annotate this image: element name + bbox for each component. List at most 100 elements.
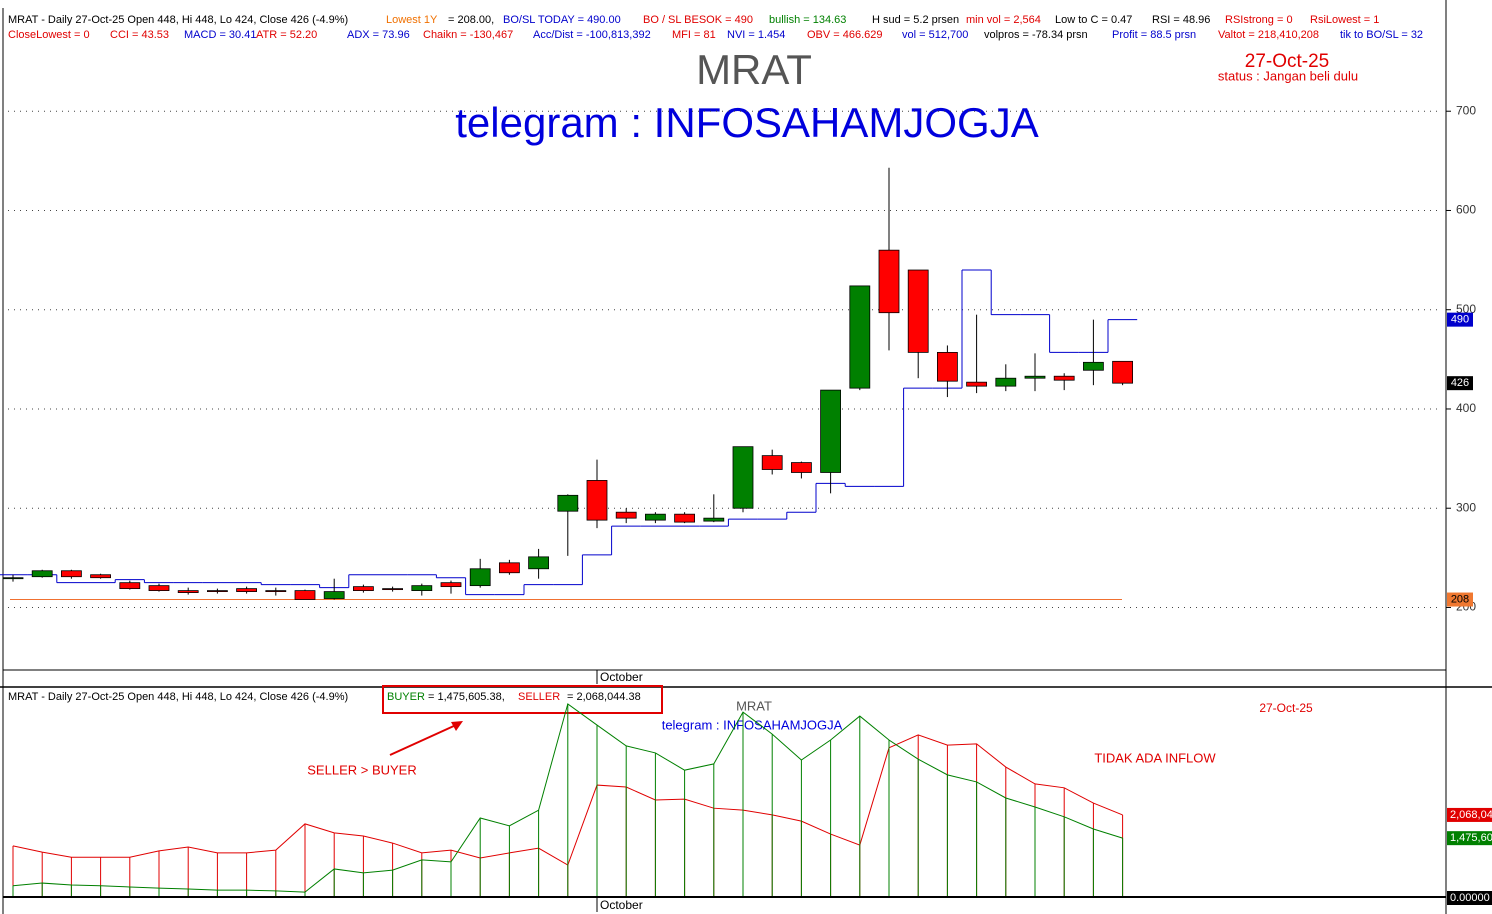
candle-body	[177, 590, 199, 593]
candle-body	[586, 480, 608, 521]
header-item: Acc/Dist = -100,813,392	[533, 29, 651, 41]
panel-header: MRAT - Daily 27-Oct-25 Open 448, Hi 448,…	[8, 691, 348, 703]
candle-body	[90, 574, 111, 579]
header-item: MFI = 81	[672, 29, 716, 41]
chart-date: 27-Oct-25	[1245, 51, 1329, 72]
candle-body	[1112, 360, 1133, 384]
header-item: H sud = 5.2 prsen	[872, 14, 959, 26]
header-item: bullish = 134.63	[769, 14, 846, 26]
candle-body	[1083, 361, 1104, 371]
candle-body	[61, 570, 82, 578]
arrow-head	[451, 721, 463, 731]
arrow-shaft	[389, 724, 457, 756]
candle-body	[411, 585, 433, 591]
value-label-box	[1447, 831, 1492, 846]
x-tick-label: October	[600, 898, 643, 912]
candle-body	[761, 455, 783, 470]
value-label: 1,475,605.38	[1450, 832, 1492, 844]
candle-body	[1024, 375, 1046, 379]
candle-body	[732, 446, 754, 509]
header-item: = 208.00,	[448, 14, 494, 26]
annotation: TIDAK ADA INFLOW	[1094, 750, 1216, 765]
candle-body	[615, 511, 637, 519]
chart-title: MRAT	[696, 46, 812, 93]
candle-body	[382, 588, 404, 591]
candle-body	[937, 351, 958, 382]
header-item: RsiLowest = 1	[1310, 14, 1379, 26]
y-tick-label: 0.00000	[1450, 892, 1490, 904]
header-item: ATR = 52.20	[256, 29, 317, 41]
candle-body	[469, 568, 491, 587]
buyer-text: = 1,475,605.38,	[428, 691, 505, 703]
y-tick-label: 600	[1456, 203, 1476, 217]
header-item: tik to BO/SL = 32	[1340, 29, 1423, 41]
header-item: RSI = 48.96	[1152, 14, 1210, 26]
candle-body	[323, 591, 345, 599]
panel-subtitle: telegram : INFOSAHAMJOGJA	[662, 717, 843, 732]
annotation: SELLER > BUYER	[307, 762, 416, 777]
highlight-box	[382, 685, 663, 714]
y-tick-label: 700	[1456, 103, 1476, 117]
candle-body	[119, 582, 141, 590]
header-item: min vol = 2,564	[966, 14, 1041, 26]
candle-body	[352, 586, 374, 591]
header-item: Lowest 1Y	[386, 14, 438, 26]
legend-seller: SELLER	[518, 691, 560, 703]
candle-body	[528, 556, 549, 570]
header-item: BO / SL BESOK = 490	[643, 14, 753, 26]
candle-body	[1053, 375, 1075, 381]
candle-body	[674, 513, 695, 523]
candle-body	[440, 582, 462, 588]
candle-body	[820, 389, 841, 473]
value-label-box	[1447, 807, 1492, 822]
header-item: RSIstrong = 0	[1225, 14, 1293, 26]
y-tick-label: 500	[1456, 302, 1476, 316]
y-tick-box	[1447, 891, 1492, 905]
header-item: CCI = 43.53	[110, 29, 169, 41]
candle-body	[236, 588, 258, 592]
panel-title: MRAT	[736, 698, 772, 713]
chart-subtitle: telegram : INFOSAHAMJOGJA	[455, 99, 1038, 146]
header-item: Chaikn = -130,467	[423, 29, 513, 41]
price-marker-label: 426	[1451, 377, 1469, 389]
candle-body	[907, 269, 929, 353]
price-marker	[1447, 312, 1473, 327]
series-line	[12, 703, 1123, 893]
header-item: Low to C = 0.47	[1055, 14, 1132, 26]
price-marker-label: 208	[1451, 593, 1469, 605]
header-item: MACD = 30.41	[184, 29, 256, 41]
candle-body	[31, 570, 53, 578]
candle-body	[206, 590, 228, 592]
candle-body	[645, 513, 666, 521]
value-label: 2,068,044.38	[1450, 809, 1492, 821]
candle-body	[148, 585, 170, 591]
candle-body	[995, 377, 1017, 387]
header-item: vol = 512,700	[902, 29, 968, 41]
candle-body	[703, 517, 725, 522]
header-item: Profit = 88.5 prsn	[1112, 29, 1196, 41]
price-marker-label: 490	[1451, 314, 1469, 326]
candle-body	[265, 590, 287, 592]
seller-text: = 2,068,044.38	[567, 691, 641, 703]
header-item: CloseLowest = 0	[8, 29, 90, 41]
y-tick-label: 300	[1456, 500, 1476, 514]
price-marker	[1447, 376, 1473, 391]
header-item: volpros = -78.34 prsn	[984, 29, 1088, 41]
header-item: NVI = 1.454	[727, 29, 785, 41]
header-item: MRAT - Daily 27-Oct-25 Open 448, Hi 448,…	[8, 14, 348, 26]
x-tick-label: October	[600, 670, 643, 684]
panel-date: 27-Oct-25	[1259, 701, 1313, 715]
header-item: ADX = 73.96	[347, 29, 410, 41]
chart-status: status : Jangan beli dulu	[1218, 68, 1358, 83]
header-item: Valtot = 218,410,208	[1218, 29, 1319, 41]
candle-body	[966, 381, 987, 387]
header-item: OBV = 466.629	[807, 29, 883, 41]
header-item: BO/SL TODAY = 490.00	[503, 14, 621, 26]
candle-body	[849, 285, 871, 389]
legend-buyer: BUYER	[387, 691, 425, 703]
y-tick-label: 400	[1456, 401, 1476, 415]
price-marker	[1447, 592, 1473, 607]
candle-body	[294, 590, 316, 600]
